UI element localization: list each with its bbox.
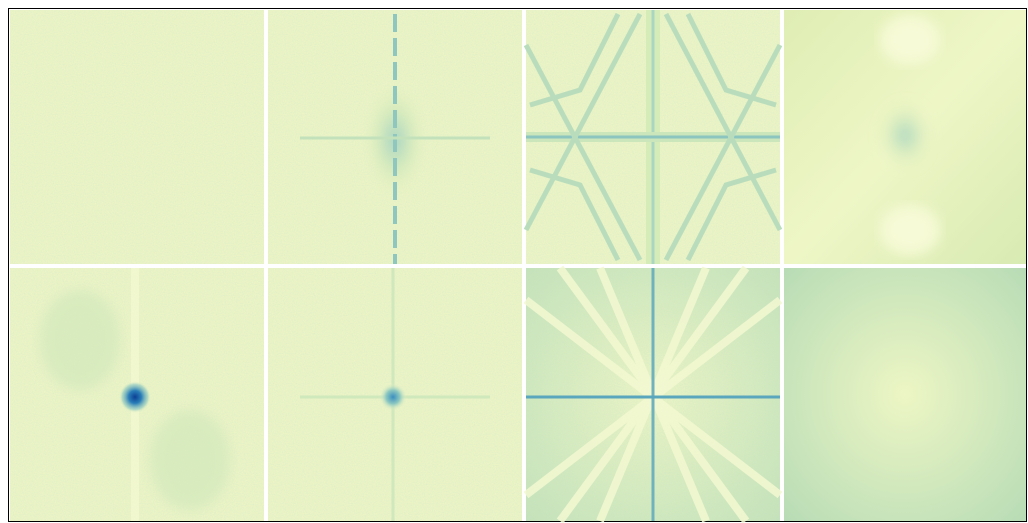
panel bbox=[784, 10, 1026, 264]
frame bbox=[8, 8, 1027, 522]
panel bbox=[523, 10, 783, 264]
panel bbox=[268, 268, 522, 521]
panel bbox=[784, 268, 1026, 521]
panel bbox=[10, 268, 264, 521]
panel bbox=[268, 10, 522, 264]
panel bbox=[523, 265, 783, 523]
panel bbox=[10, 10, 264, 264]
